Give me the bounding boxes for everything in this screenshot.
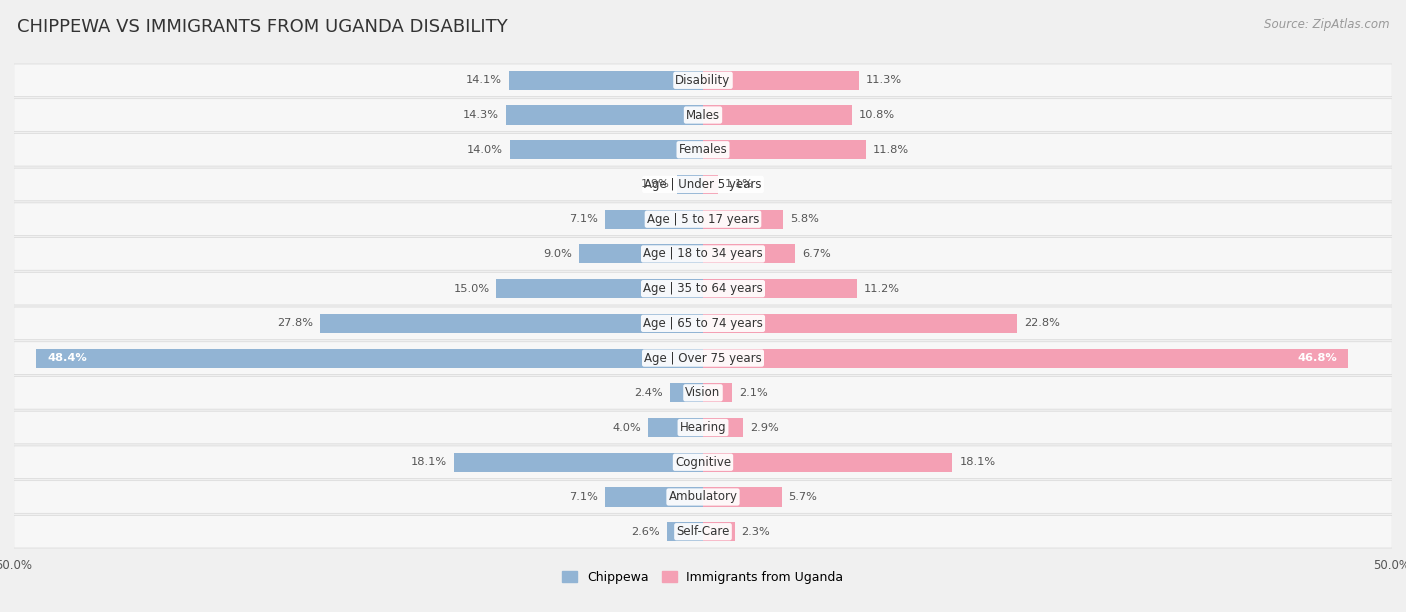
Text: Age | Under 5 years: Age | Under 5 years	[644, 178, 762, 191]
Text: 46.8%: 46.8%	[1298, 353, 1337, 363]
Bar	[703, 105, 852, 125]
Text: 1.1%: 1.1%	[725, 179, 754, 190]
FancyBboxPatch shape	[14, 376, 1392, 409]
Text: 9.0%: 9.0%	[543, 249, 572, 259]
Bar	[579, 244, 703, 263]
Text: 2.4%: 2.4%	[634, 388, 664, 398]
FancyBboxPatch shape	[14, 64, 1392, 97]
Text: 2.3%: 2.3%	[741, 527, 770, 537]
Text: 5.8%: 5.8%	[790, 214, 818, 224]
Text: 1.9%: 1.9%	[641, 179, 669, 190]
Text: 10.8%: 10.8%	[859, 110, 894, 120]
Text: Vision: Vision	[685, 386, 721, 399]
Text: 14.0%: 14.0%	[467, 145, 503, 155]
Bar	[668, 522, 703, 541]
Bar	[510, 140, 703, 159]
FancyBboxPatch shape	[14, 168, 1392, 201]
Text: 5.7%: 5.7%	[789, 492, 817, 502]
FancyBboxPatch shape	[14, 341, 1392, 375]
Text: 14.3%: 14.3%	[463, 110, 499, 120]
Bar	[703, 210, 783, 229]
Bar	[605, 210, 703, 229]
Text: 11.3%: 11.3%	[866, 75, 901, 85]
Bar	[703, 314, 1017, 333]
Text: 11.2%: 11.2%	[865, 283, 900, 294]
Text: Hearing: Hearing	[679, 421, 727, 434]
Bar	[703, 522, 735, 541]
Text: Age | 18 to 34 years: Age | 18 to 34 years	[643, 247, 763, 261]
Bar	[703, 453, 952, 472]
Bar	[703, 140, 866, 159]
Bar	[506, 105, 703, 125]
Text: Age | Over 75 years: Age | Over 75 years	[644, 351, 762, 365]
Text: 11.8%: 11.8%	[873, 145, 908, 155]
Text: Disability: Disability	[675, 74, 731, 87]
Text: 7.1%: 7.1%	[569, 492, 599, 502]
Text: Ambulatory: Ambulatory	[668, 490, 738, 504]
Text: Cognitive: Cognitive	[675, 456, 731, 469]
Bar	[454, 453, 703, 472]
Bar	[703, 418, 742, 437]
FancyBboxPatch shape	[14, 99, 1392, 132]
Bar	[669, 383, 703, 402]
FancyBboxPatch shape	[14, 203, 1392, 236]
Text: 7.1%: 7.1%	[569, 214, 599, 224]
Bar	[37, 349, 703, 368]
FancyBboxPatch shape	[14, 480, 1392, 513]
Text: Males: Males	[686, 108, 720, 122]
FancyBboxPatch shape	[14, 411, 1392, 444]
Bar	[703, 175, 718, 194]
FancyBboxPatch shape	[14, 446, 1392, 479]
Bar	[703, 244, 796, 263]
Text: 2.1%: 2.1%	[738, 388, 768, 398]
Text: 6.7%: 6.7%	[803, 249, 831, 259]
FancyBboxPatch shape	[14, 237, 1392, 271]
Bar	[703, 383, 733, 402]
Legend: Chippewa, Immigrants from Uganda: Chippewa, Immigrants from Uganda	[557, 565, 849, 589]
FancyBboxPatch shape	[14, 133, 1392, 166]
Text: 14.1%: 14.1%	[465, 75, 502, 85]
Bar	[509, 71, 703, 90]
Text: Source: ZipAtlas.com: Source: ZipAtlas.com	[1264, 18, 1389, 31]
Text: 18.1%: 18.1%	[959, 457, 995, 467]
FancyBboxPatch shape	[14, 515, 1392, 548]
Bar	[703, 279, 858, 298]
Bar	[703, 487, 782, 507]
Text: Age | 65 to 74 years: Age | 65 to 74 years	[643, 317, 763, 330]
Text: 2.6%: 2.6%	[631, 527, 661, 537]
Bar	[703, 71, 859, 90]
Bar	[648, 418, 703, 437]
Text: 4.0%: 4.0%	[612, 422, 641, 433]
Text: Age | 5 to 17 years: Age | 5 to 17 years	[647, 213, 759, 226]
Bar	[703, 349, 1348, 368]
Text: 27.8%: 27.8%	[277, 318, 314, 329]
Text: 2.9%: 2.9%	[749, 422, 779, 433]
Bar	[676, 175, 703, 194]
FancyBboxPatch shape	[14, 307, 1392, 340]
Text: Females: Females	[679, 143, 727, 156]
Bar	[496, 279, 703, 298]
Text: 22.8%: 22.8%	[1024, 318, 1060, 329]
Text: CHIPPEWA VS IMMIGRANTS FROM UGANDA DISABILITY: CHIPPEWA VS IMMIGRANTS FROM UGANDA DISAB…	[17, 18, 508, 36]
Bar	[605, 487, 703, 507]
Text: 48.4%: 48.4%	[48, 353, 87, 363]
Text: 15.0%: 15.0%	[453, 283, 489, 294]
Bar	[321, 314, 703, 333]
FancyBboxPatch shape	[14, 272, 1392, 305]
Text: Self-Care: Self-Care	[676, 525, 730, 538]
Text: Age | 35 to 64 years: Age | 35 to 64 years	[643, 282, 763, 295]
Text: 18.1%: 18.1%	[411, 457, 447, 467]
